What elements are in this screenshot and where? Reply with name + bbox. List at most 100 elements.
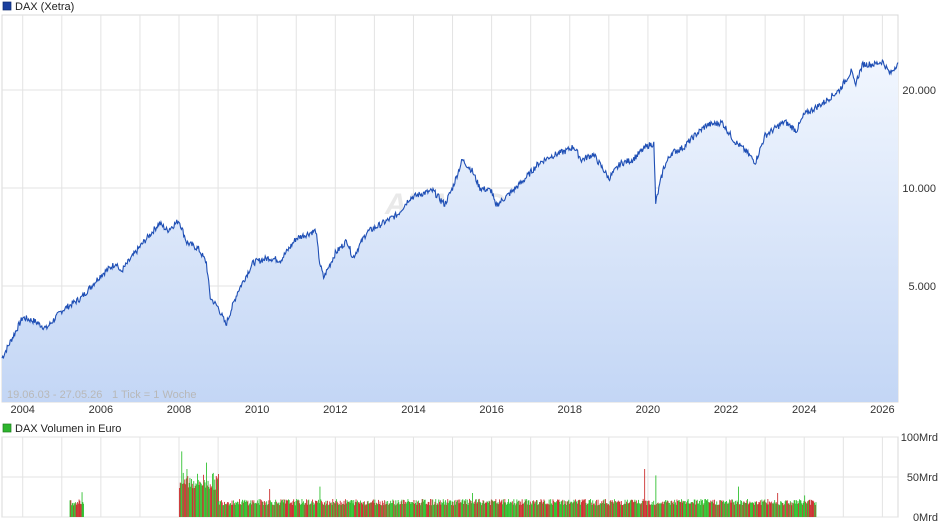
- volume-bar: [645, 500, 647, 517]
- volume-bar: [227, 502, 229, 517]
- volume-bar: [628, 503, 630, 517]
- volume-bar: [423, 501, 425, 517]
- volume-bar: [344, 504, 346, 517]
- volume-bar: [451, 501, 453, 517]
- volume-bar: [717, 505, 718, 517]
- volume-bar: [458, 503, 460, 517]
- volume-bar: [503, 502, 505, 517]
- volume-bar: [590, 499, 591, 517]
- volume-bar: [689, 503, 691, 517]
- volume-bar: [288, 500, 290, 517]
- volume-bar: [217, 479, 219, 517]
- volume-bar: [666, 500, 668, 517]
- volume-bar: [256, 503, 258, 517]
- volume-bar: [447, 499, 449, 517]
- volume-bar: [391, 503, 393, 517]
- volume-bar: [402, 499, 404, 517]
- volume-bar: [410, 503, 412, 517]
- volume-bar: [514, 503, 516, 517]
- volume-bar: [530, 503, 532, 517]
- volume-bar: [324, 502, 325, 517]
- volume-bar: [778, 504, 780, 517]
- volume-bar: [433, 505, 434, 517]
- volume-bar: [774, 503, 776, 517]
- volume-bar: [568, 499, 570, 517]
- volume-bar: [814, 502, 815, 517]
- volume-bar: [354, 505, 355, 517]
- volume-bar: [498, 504, 500, 517]
- volume-bar: [309, 504, 310, 517]
- volume-bar: [83, 503, 84, 517]
- volume-bar: [294, 501, 295, 517]
- volume-bar: [442, 503, 443, 517]
- volume-bar: [209, 484, 211, 517]
- volume-bar: [590, 502, 592, 517]
- volume-bar: [260, 499, 262, 517]
- volume-bar: [539, 502, 540, 517]
- volume-bar: [703, 503, 705, 517]
- volume-bar: [522, 503, 524, 517]
- volume-bar: [635, 501, 636, 517]
- volume-bar: [208, 486, 210, 517]
- volume-bar: [465, 499, 467, 517]
- volume-bar: [747, 504, 749, 517]
- volume-bar: [591, 505, 593, 517]
- volume-bar: [301, 499, 303, 517]
- volume-bar: [608, 505, 610, 517]
- volume-bar: [294, 505, 296, 517]
- volume-bar: [233, 503, 235, 517]
- volume-bar: [185, 478, 187, 517]
- volume-legend-label: DAX Volumen in Euro: [15, 423, 121, 435]
- volume-bar: [581, 499, 583, 517]
- volume-bar: [796, 503, 798, 517]
- volume-bar: [227, 502, 228, 517]
- volume-bar: [632, 502, 634, 517]
- volume-bar: [373, 502, 375, 517]
- volume-bar: [427, 504, 428, 517]
- volume-bar: [272, 504, 274, 517]
- volume-bar: [412, 502, 413, 517]
- volume-bar: [428, 502, 430, 517]
- volume-bar: [796, 500, 797, 517]
- volume-bar: [230, 504, 232, 517]
- volume-bar: [288, 499, 289, 517]
- volume-bar: [484, 503, 485, 517]
- volume-bar: [481, 505, 482, 517]
- volume-bar: [525, 500, 527, 517]
- volume-bar: [383, 505, 385, 517]
- volume-bar: [328, 504, 330, 517]
- volume-bar: [560, 501, 562, 517]
- volume-bar: [367, 500, 369, 517]
- volume-bar: [400, 501, 402, 517]
- volume-bar: [322, 504, 324, 517]
- volume-bar: [482, 500, 484, 517]
- volume-bar: [815, 502, 817, 517]
- x-tick-label: 2008: [167, 404, 191, 416]
- volume-bar: [616, 502, 618, 517]
- volume-bar: [690, 503, 691, 517]
- volume-bar: [290, 502, 292, 517]
- volume-bar: [759, 500, 761, 517]
- volume-bar: [813, 501, 815, 517]
- volume-bar: [540, 499, 542, 517]
- price-line: [1, 58, 899, 360]
- volume-bar: [600, 503, 602, 517]
- volume-bar: [430, 499, 431, 517]
- volume-bar: [785, 500, 787, 517]
- volume-bar: [615, 501, 617, 517]
- volume-bar: [711, 501, 712, 517]
- volume-bar: [585, 502, 587, 517]
- volume-bar: [754, 501, 756, 517]
- volume-bar: [706, 500, 708, 517]
- date-range-label: 19.06.03 - 27.05.26: [7, 389, 102, 401]
- volume-bar: [486, 501, 488, 517]
- volume-bar: [443, 501, 445, 517]
- volume-bar: [307, 500, 309, 517]
- volume-bar: [390, 503, 392, 517]
- volume-bar: [203, 474, 204, 517]
- volume-bar: [721, 500, 723, 517]
- volume-bar: [769, 502, 771, 517]
- volume-bar: [809, 499, 811, 517]
- volume-bar: [266, 505, 268, 517]
